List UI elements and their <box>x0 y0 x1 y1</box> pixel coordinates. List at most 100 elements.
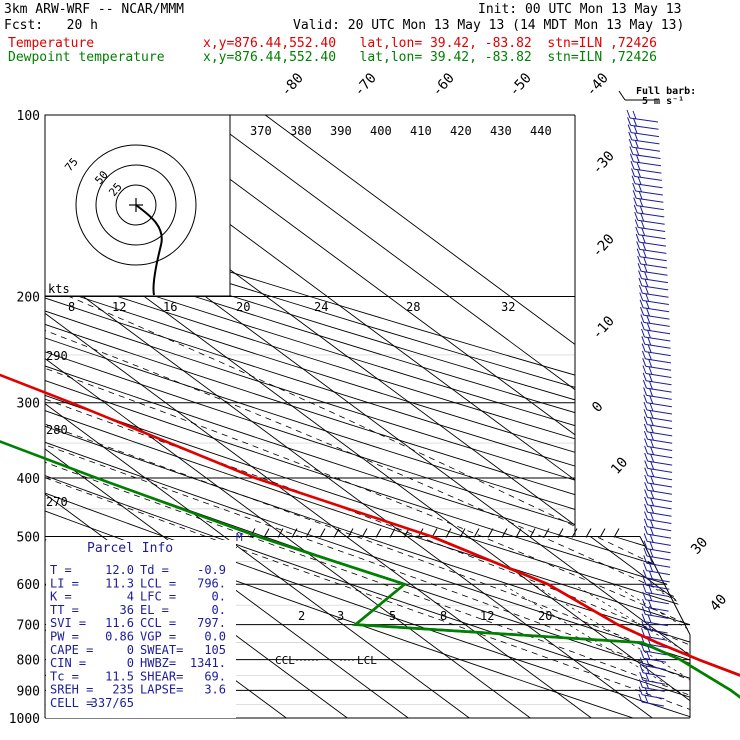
level-barb <box>487 528 494 538</box>
dry-adiabat <box>45 115 690 718</box>
parcel-value: 3.6 <box>204 683 226 697</box>
parcel-key: SHEAR= <box>140 669 183 683</box>
wind-barb-flag <box>629 146 634 155</box>
level-barb <box>543 528 550 538</box>
hodo-speed-tick-32: 32 <box>501 300 515 314</box>
wind-barb-flag <box>640 306 644 316</box>
wind-barb-flag <box>649 424 654 434</box>
wind-barb-flag <box>648 380 653 390</box>
wind-barb-shaft <box>647 416 673 422</box>
wind-barb-flag <box>647 629 651 638</box>
m-label: M <box>236 531 243 544</box>
wind-barb-flag <box>632 110 637 120</box>
level-barb <box>277 528 284 538</box>
wind-barb-shaft <box>646 577 670 583</box>
wind-barb-shaft <box>639 241 667 247</box>
wind-barb-flag <box>643 256 648 266</box>
wind-barb-flag <box>632 190 637 199</box>
parcel-value: 0. <box>212 603 226 617</box>
wind-barb-shaft <box>636 205 664 211</box>
parcel-value: 69. <box>204 669 226 683</box>
wind-barb-shaft <box>646 409 673 415</box>
wind-barb-shaft <box>647 431 673 437</box>
level-barb <box>389 528 396 538</box>
isotherm <box>45 115 592 718</box>
isotherm-label-0: 0 <box>589 399 607 416</box>
wind-barb-flag <box>638 277 643 287</box>
parcel-title: Parcel Info <box>87 541 173 556</box>
parcel-background <box>46 540 236 718</box>
wind-barb-flag <box>644 511 648 520</box>
pressure-label-100: 100 <box>17 109 40 124</box>
hodo-speed-tick-16: 16 <box>163 300 177 314</box>
dewpoint-legend: Dewpoint temperature <box>8 50 165 65</box>
wind-barb-flag <box>644 680 649 689</box>
temperature-legend: Temperature <box>8 36 95 51</box>
mixing-ratio-label-8: 8 <box>440 609 447 623</box>
wind-barb-flag <box>643 540 648 549</box>
wind-barb-flag <box>648 373 653 382</box>
parcel-key: TT = <box>50 603 79 617</box>
level-barb <box>459 528 466 538</box>
isotherm-label--80: -80 <box>278 70 307 100</box>
wind-barb-flag <box>644 278 649 288</box>
wind-barb-shaft <box>645 351 671 357</box>
wind-barb-flag <box>643 394 648 403</box>
parcel-value: -0.9 <box>197 563 226 577</box>
wind-barb-shaft <box>645 606 669 612</box>
pressure-label-1000: 1000 <box>9 712 40 727</box>
dewpoint-location: x,y=876.44,552.40 lat,lon= 39.42, -83.82… <box>203 50 657 65</box>
pressure-label-200: 200 <box>17 291 40 306</box>
level-barb <box>473 528 480 538</box>
parcel-key: Td = <box>140 563 169 577</box>
wind-barb-flag <box>644 504 649 513</box>
parcel-key: CCL = <box>140 616 176 630</box>
wind-barb-flag <box>644 271 648 280</box>
parcel-key: CAPE = <box>50 643 93 657</box>
level-barb <box>375 528 382 538</box>
isotherm <box>45 115 409 718</box>
wind-barb-flag <box>639 299 644 308</box>
wind-barb-shaft <box>643 314 670 320</box>
wind-barb-flag <box>646 322 651 331</box>
level-barb <box>515 528 522 538</box>
wind-barb-flag <box>650 439 654 448</box>
wind-barb-flag <box>646 651 651 660</box>
wind-barb-flag <box>641 336 646 345</box>
wind-barb-flag <box>649 388 654 397</box>
parcel-value: 105 <box>204 643 226 657</box>
wind-barb-shaft <box>642 679 666 685</box>
wind-barb-flag <box>643 423 648 433</box>
model-title: 3km ARW-WRF -- NCAR/MMM <box>4 2 185 17</box>
wind-barb-flag <box>643 518 648 527</box>
mixing-ratio-label-3: 3 <box>337 609 344 623</box>
wind-barb-shaft <box>647 438 673 444</box>
wind-barb-flag <box>641 620 646 630</box>
wind-barb-shaft <box>643 650 667 656</box>
mixing-ratio-line <box>502 583 690 718</box>
wind-barb-shaft <box>646 402 672 408</box>
dry-adiabat-label-290: 290 <box>46 349 68 363</box>
wind-barb-shaft <box>640 256 667 262</box>
parcel-key: CELL = <box>50 696 93 710</box>
dry-adiabat <box>45 115 690 718</box>
isotherm-label--20: -20 <box>589 231 618 261</box>
wind-barb-shaft <box>647 460 673 466</box>
wind-barb-shaft <box>645 373 672 378</box>
wind-barb-flag <box>644 286 649 295</box>
wind-barb-flag <box>648 592 653 601</box>
wind-barb-shaft <box>647 446 673 451</box>
wind-barb-flag <box>650 468 655 477</box>
wind-barb-flag <box>642 379 647 389</box>
theta-label-370: 370 <box>250 124 272 138</box>
dewpoint-profile-low <box>257 535 740 699</box>
wind-barb-flag <box>639 205 644 215</box>
pressure-label-800: 800 <box>17 654 40 669</box>
level-barb <box>291 528 298 538</box>
wind-barb-shaft <box>641 278 668 284</box>
wind-barb-shaft <box>642 672 666 678</box>
parcel-key: CIN = <box>50 656 86 670</box>
wind-barb-shaft <box>647 475 673 481</box>
wind-barb-shaft <box>646 548 671 554</box>
wind-barb-shaft <box>640 263 668 269</box>
